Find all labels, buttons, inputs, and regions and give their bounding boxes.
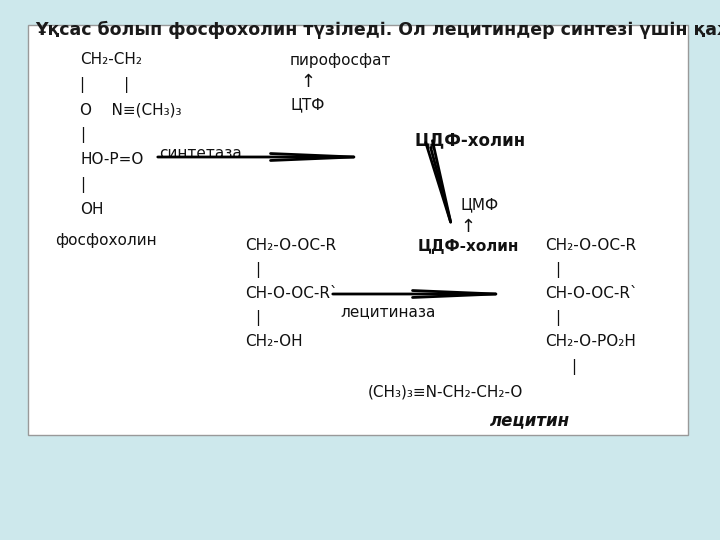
Text: ЦТФ: ЦТФ (290, 98, 325, 112)
Text: пирофосфат: пирофосфат (290, 52, 392, 68)
Text: CH₂-O-OC-R: CH₂-O-OC-R (545, 238, 636, 253)
Text: OH: OH (80, 202, 104, 218)
Text: ЦМФ: ЦМФ (460, 198, 498, 213)
Text: |: | (80, 127, 85, 143)
Text: |: | (571, 359, 576, 375)
Text: CH₂-O-OC-R: CH₂-O-OC-R (245, 238, 336, 253)
Text: фосфохолин: фосфохолин (55, 233, 157, 247)
Text: CH₂-OH: CH₂-OH (245, 334, 302, 349)
Text: CH₂-O-PO₂H: CH₂-O-PO₂H (545, 334, 636, 349)
Text: ЦДФ-холин: ЦДФ-холин (418, 240, 519, 254)
Text: |: | (555, 310, 560, 326)
Text: |        |: | | (80, 77, 130, 93)
Text: ↑: ↑ (460, 218, 476, 236)
Text: лецитиназа: лецитиназа (341, 305, 436, 320)
Text: |: | (255, 310, 260, 326)
Text: Ұқсас болып фосфохолин түзіледі. Ол лецитиндер синтезі үшін қажет.: Ұқсас болып фосфохолин түзіледі. Ол леци… (35, 21, 720, 39)
Text: лецитин: лецитин (490, 411, 570, 429)
Text: синтетаза: синтетаза (158, 145, 241, 160)
Text: HO-P=O: HO-P=O (80, 152, 143, 167)
Text: CH₂-CH₂: CH₂-CH₂ (80, 52, 142, 68)
Text: ЦДФ-холин: ЦДФ-холин (415, 131, 526, 149)
Text: |: | (255, 262, 260, 278)
Text: |: | (555, 262, 560, 278)
Text: O    N≡(CH₃)₃: O N≡(CH₃)₃ (80, 103, 181, 118)
FancyBboxPatch shape (28, 25, 688, 435)
Text: CH-O-OC-R`: CH-O-OC-R` (545, 287, 638, 301)
Text: (CH₃)₃≡N-CH₂-CH₂-O: (CH₃)₃≡N-CH₂-CH₂-O (368, 384, 523, 400)
Text: CH-O-OC-R`: CH-O-OC-R` (245, 287, 338, 301)
Text: |: | (80, 177, 85, 193)
Text: ↑: ↑ (300, 73, 315, 91)
